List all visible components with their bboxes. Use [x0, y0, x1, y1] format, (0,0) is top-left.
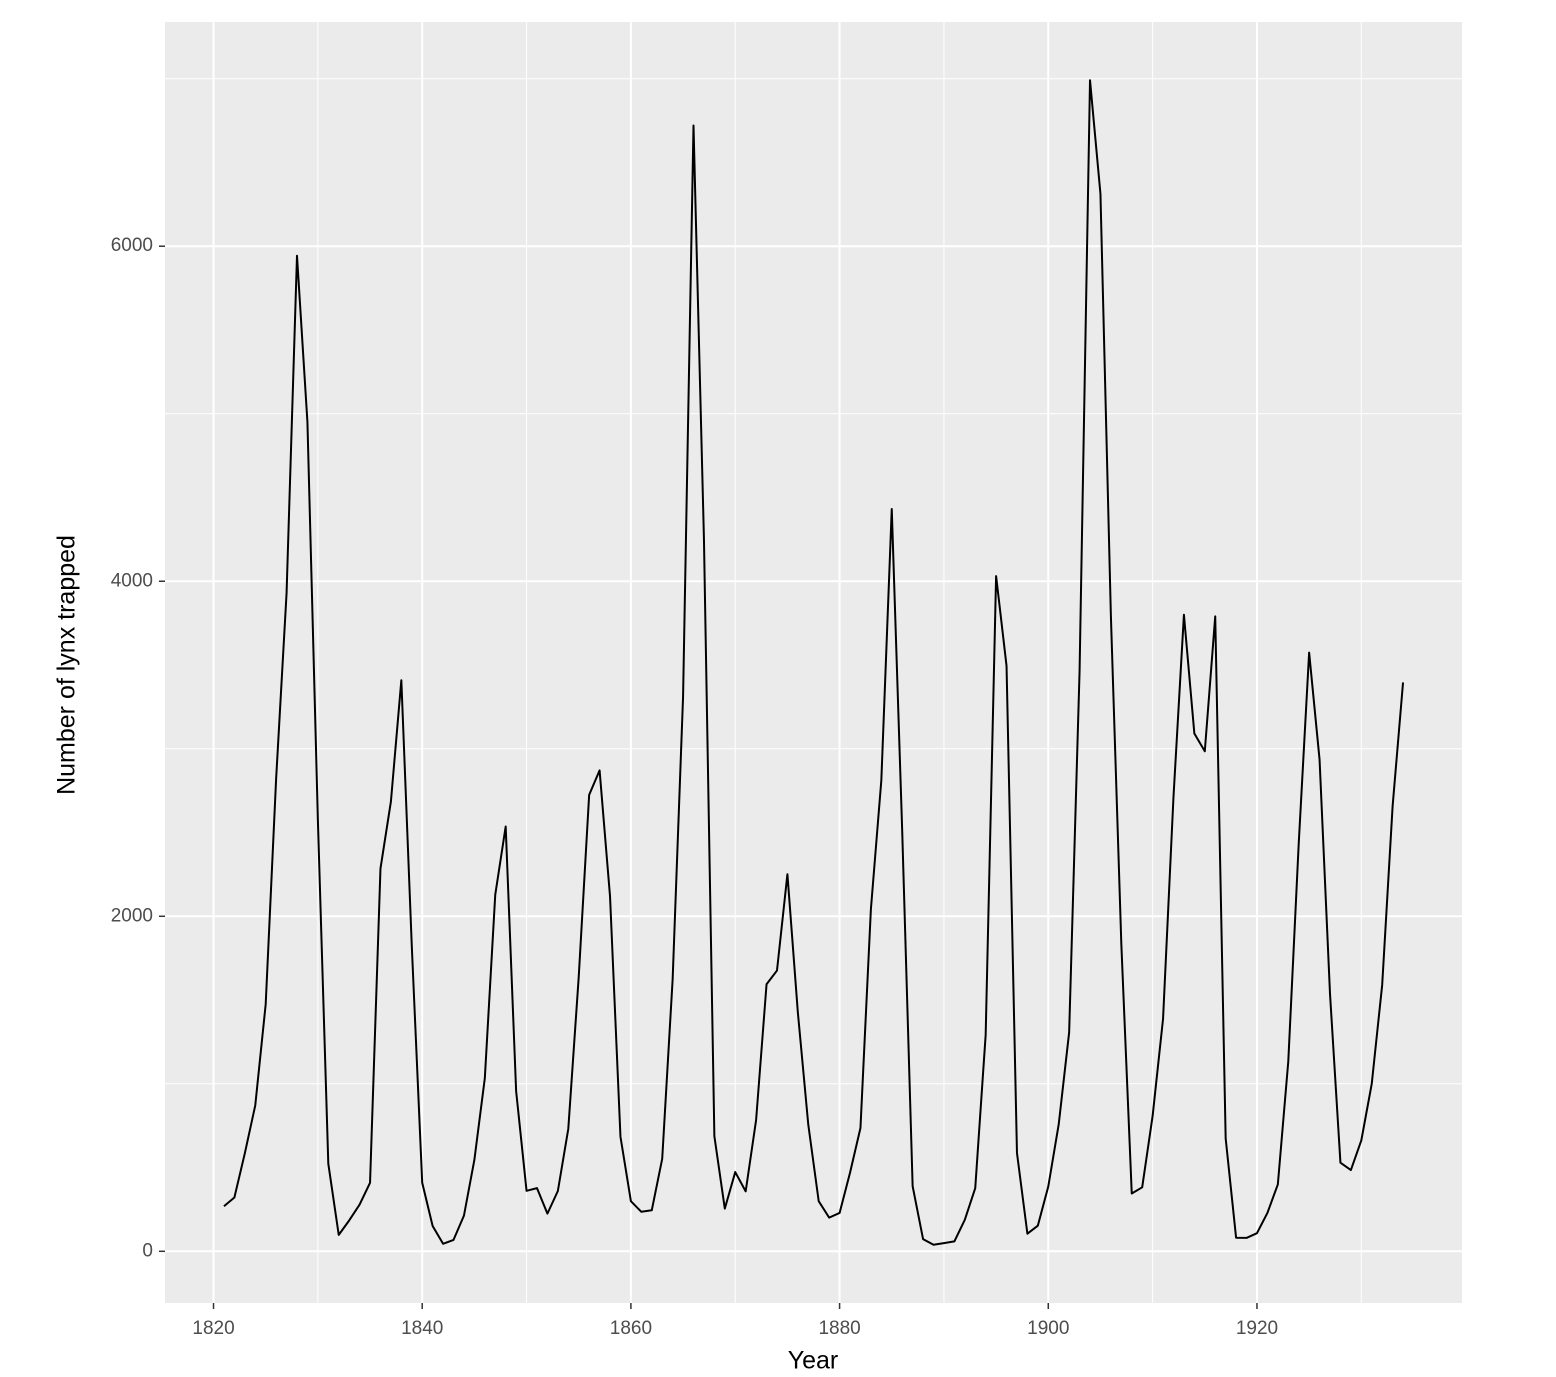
y-tick-label: 0 [142, 1240, 153, 1261]
line [223, 79, 1405, 1246]
y-tick-label: 6000 [111, 235, 153, 256]
plot [223, 79, 1405, 1246]
x-axis-title: Year [788, 1347, 839, 1375]
y-tick-label: 2000 [111, 905, 153, 926]
x-tick-label: 1860 [610, 1318, 652, 1339]
panel [165, 22, 1462, 1303]
x-tick-label: 1880 [818, 1318, 860, 1339]
x-tick-label: 1900 [1027, 1318, 1069, 1339]
y-tick-label: 4000 [111, 570, 153, 591]
x-tick-label: 1840 [401, 1318, 443, 1339]
x-tick-label: 1820 [192, 1318, 234, 1339]
y-axis-title: Number of lynx trapped [53, 535, 81, 795]
x-tick-label: 1920 [1236, 1318, 1278, 1339]
grid [165, 22, 1462, 1303]
